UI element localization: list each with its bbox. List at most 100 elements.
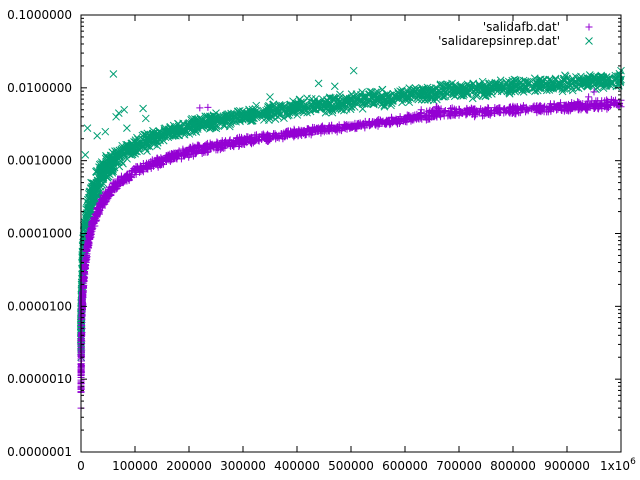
salidarepsinrep-point xyxy=(152,133,161,142)
salidarepsinrep-point xyxy=(139,104,147,113)
salidarepsinrep-point xyxy=(516,82,525,91)
salidafb-point xyxy=(417,106,425,114)
salidafb-point xyxy=(526,104,534,112)
salidarepsinrep-point xyxy=(455,86,463,95)
salidafb-point xyxy=(604,98,612,106)
salidafb-point xyxy=(577,106,585,114)
salidarepsinrep-point xyxy=(496,76,505,85)
salidarepsinrep-point xyxy=(143,147,151,155)
salidarepsinrep-point xyxy=(122,143,131,151)
salidafb-point xyxy=(500,106,508,114)
x-tick-label: 100000 xyxy=(112,459,158,473)
salidafb-point xyxy=(84,241,92,249)
salidarepsinrep-point xyxy=(81,151,90,159)
salidarepsinrep-point xyxy=(468,94,477,103)
salidarepsinrep-point xyxy=(276,110,284,119)
salidafb-point xyxy=(230,140,238,148)
salidafb-point xyxy=(221,140,229,148)
salidafb-point xyxy=(120,174,128,182)
salidarepsinrep-point xyxy=(202,116,210,125)
salidafb-point xyxy=(325,127,333,135)
salidarepsinrep-point xyxy=(389,96,397,105)
salidarepsinrep-point xyxy=(549,83,558,91)
salidafb-point xyxy=(131,167,139,175)
salidarepsinrep-point xyxy=(493,87,502,96)
legend-marker-salidafb xyxy=(585,23,593,31)
salidafb-point xyxy=(174,150,182,158)
salidarepsinrep-point xyxy=(387,99,396,108)
salidarepsinrep-point xyxy=(125,147,134,156)
y-tick-label: 0.1000000 xyxy=(7,8,72,22)
salidafb-point xyxy=(145,161,153,169)
salidarepsinrep-point xyxy=(233,107,242,116)
salidafb-point xyxy=(335,121,343,129)
salidarepsinrep-point xyxy=(438,92,447,101)
salidafb-point xyxy=(168,155,176,163)
salidafb-point xyxy=(354,120,362,128)
salidafb-point xyxy=(357,122,365,130)
salidafb-point xyxy=(156,161,164,169)
salidafb-point xyxy=(338,127,346,135)
salidarepsinrep-point xyxy=(420,96,429,104)
salidafb-point xyxy=(415,112,423,120)
salidarepsinrep-point xyxy=(120,105,129,114)
salidarepsinrep-point xyxy=(411,87,420,96)
salidarepsinrep-point xyxy=(482,84,490,93)
salidarepsinrep-point xyxy=(123,124,131,132)
salidafb-point xyxy=(448,104,456,112)
salidarepsinrep-point xyxy=(158,131,166,139)
salidarepsinrep-point xyxy=(98,172,107,181)
salidafb-point xyxy=(83,250,91,258)
salidafb-point xyxy=(158,156,166,164)
salidarepsinrep-point xyxy=(230,115,238,124)
salidafb-point xyxy=(556,104,564,112)
salidarepsinrep-point xyxy=(141,138,150,146)
salidafb-point xyxy=(513,103,521,111)
series-salidafb-points xyxy=(77,88,625,412)
salidafb-point xyxy=(455,111,463,119)
salidarepsinrep-point xyxy=(529,84,538,93)
salidafb-point xyxy=(509,108,517,116)
salidafb-point xyxy=(590,88,598,96)
salidarepsinrep-point xyxy=(398,98,406,107)
legend: 'salidafb.dat''salidarepsinrep.dat' xyxy=(438,20,593,48)
salidafb-point xyxy=(196,142,204,150)
salidarepsinrep-point xyxy=(449,85,458,93)
salidarepsinrep-point xyxy=(283,111,292,120)
salidarepsinrep-point xyxy=(466,85,475,93)
salidafb-point xyxy=(168,150,176,158)
salidarepsinrep-point xyxy=(347,96,355,104)
salidafb-point xyxy=(478,108,486,116)
salidarepsinrep-point xyxy=(419,84,427,93)
salidarepsinrep-point xyxy=(310,99,319,108)
salidarepsinrep-point xyxy=(542,81,551,90)
salidarepsinrep-point xyxy=(405,98,414,107)
salidafb-point xyxy=(246,138,254,146)
salidarepsinrep-point xyxy=(249,106,258,115)
salidarepsinrep-point xyxy=(84,211,92,219)
salidarepsinrep-point xyxy=(263,105,272,114)
salidarepsinrep-point xyxy=(163,129,172,137)
salidarepsinrep-point xyxy=(590,77,598,86)
salidafb-point xyxy=(320,124,328,132)
salidafb-point xyxy=(392,118,400,126)
salidarepsinrep-point xyxy=(120,151,129,159)
salidarepsinrep-point xyxy=(114,109,123,117)
salidafb-point xyxy=(79,292,87,300)
salidafb-point xyxy=(91,215,98,223)
salidafb-point xyxy=(305,130,313,138)
salidarepsinrep-point xyxy=(536,84,545,92)
y-tick-label: 0.0001000 xyxy=(7,227,72,241)
salidafb-point xyxy=(126,170,134,178)
salidarepsinrep-point xyxy=(285,105,294,113)
salidafb-point xyxy=(592,97,600,105)
salidarepsinrep-point xyxy=(518,86,527,95)
salidafb-point xyxy=(293,128,301,136)
salidarepsinrep-point xyxy=(510,75,519,84)
salidafb-point xyxy=(112,183,120,191)
salidafb-point xyxy=(423,111,431,119)
salidafb-point xyxy=(518,106,526,114)
salidarepsinrep-point xyxy=(97,158,106,166)
salidafb-point xyxy=(467,104,475,112)
salidafb-point xyxy=(310,123,318,131)
